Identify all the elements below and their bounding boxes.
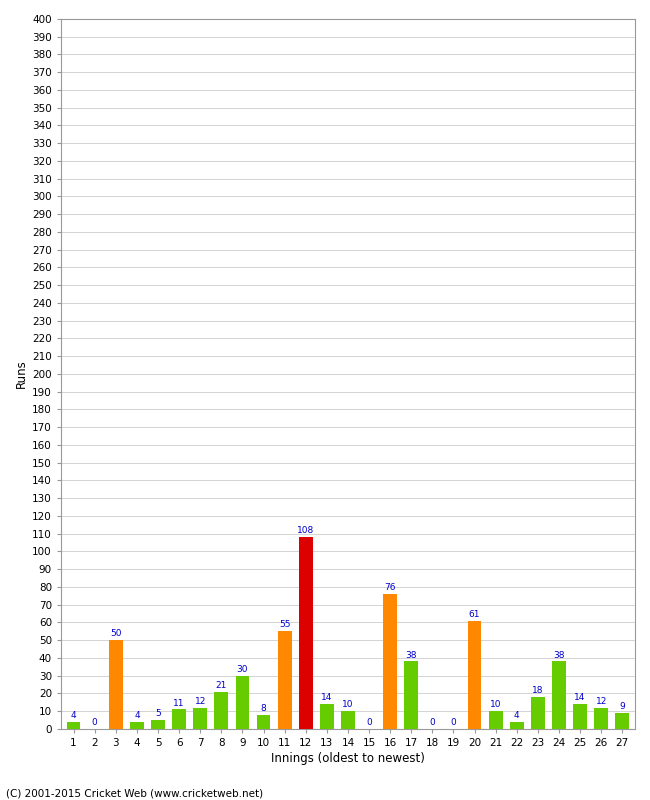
Bar — [384, 594, 397, 729]
Bar — [341, 711, 355, 729]
Bar — [404, 662, 418, 729]
Bar — [257, 714, 270, 729]
Bar — [531, 697, 545, 729]
Bar — [552, 662, 566, 729]
Bar — [510, 722, 524, 729]
Text: 0: 0 — [366, 718, 372, 727]
Bar — [468, 621, 482, 729]
Text: 5: 5 — [155, 709, 161, 718]
Bar — [172, 710, 186, 729]
Text: 4: 4 — [71, 711, 77, 720]
Bar — [594, 707, 608, 729]
Bar — [109, 640, 123, 729]
Text: 0: 0 — [92, 718, 98, 727]
Bar — [67, 722, 81, 729]
Bar — [278, 631, 291, 729]
Bar — [299, 537, 313, 729]
Bar — [151, 720, 165, 729]
Bar — [214, 691, 228, 729]
Text: 30: 30 — [237, 665, 248, 674]
Text: 4: 4 — [134, 711, 140, 720]
Text: 14: 14 — [321, 693, 333, 702]
Text: 9: 9 — [619, 702, 625, 711]
Y-axis label: Runs: Runs — [15, 359, 28, 388]
Text: 10: 10 — [490, 700, 501, 710]
Text: 10: 10 — [342, 700, 354, 710]
Bar — [573, 704, 587, 729]
Bar — [320, 704, 333, 729]
Text: 11: 11 — [174, 698, 185, 707]
Text: 0: 0 — [430, 718, 436, 727]
Text: 108: 108 — [297, 526, 315, 535]
Text: 55: 55 — [279, 621, 291, 630]
Bar — [489, 711, 502, 729]
Text: 4: 4 — [514, 711, 519, 720]
Bar — [130, 722, 144, 729]
Text: 0: 0 — [450, 718, 456, 727]
Text: 12: 12 — [194, 697, 206, 706]
Text: 12: 12 — [595, 697, 607, 706]
Bar — [194, 707, 207, 729]
Bar — [616, 713, 629, 729]
Text: 38: 38 — [406, 650, 417, 659]
Bar — [235, 675, 250, 729]
Text: (C) 2001-2015 Cricket Web (www.cricketweb.net): (C) 2001-2015 Cricket Web (www.cricketwe… — [6, 789, 264, 798]
Text: 61: 61 — [469, 610, 480, 618]
Text: 21: 21 — [216, 681, 227, 690]
Text: 50: 50 — [110, 630, 122, 638]
Text: 18: 18 — [532, 686, 543, 695]
X-axis label: Innings (oldest to newest): Innings (oldest to newest) — [271, 752, 425, 765]
Text: 14: 14 — [575, 693, 586, 702]
Text: 76: 76 — [384, 583, 396, 592]
Text: 38: 38 — [553, 650, 565, 659]
Text: 8: 8 — [261, 704, 266, 713]
